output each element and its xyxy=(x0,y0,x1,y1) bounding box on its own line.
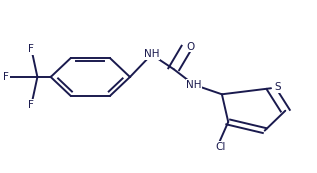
Text: NH: NH xyxy=(186,80,202,90)
Text: Cl: Cl xyxy=(215,142,225,152)
Text: NH: NH xyxy=(144,49,159,60)
Text: F: F xyxy=(28,100,34,110)
Text: F: F xyxy=(3,72,9,82)
Text: S: S xyxy=(275,82,281,92)
Text: F: F xyxy=(28,44,34,54)
Text: O: O xyxy=(187,42,195,52)
